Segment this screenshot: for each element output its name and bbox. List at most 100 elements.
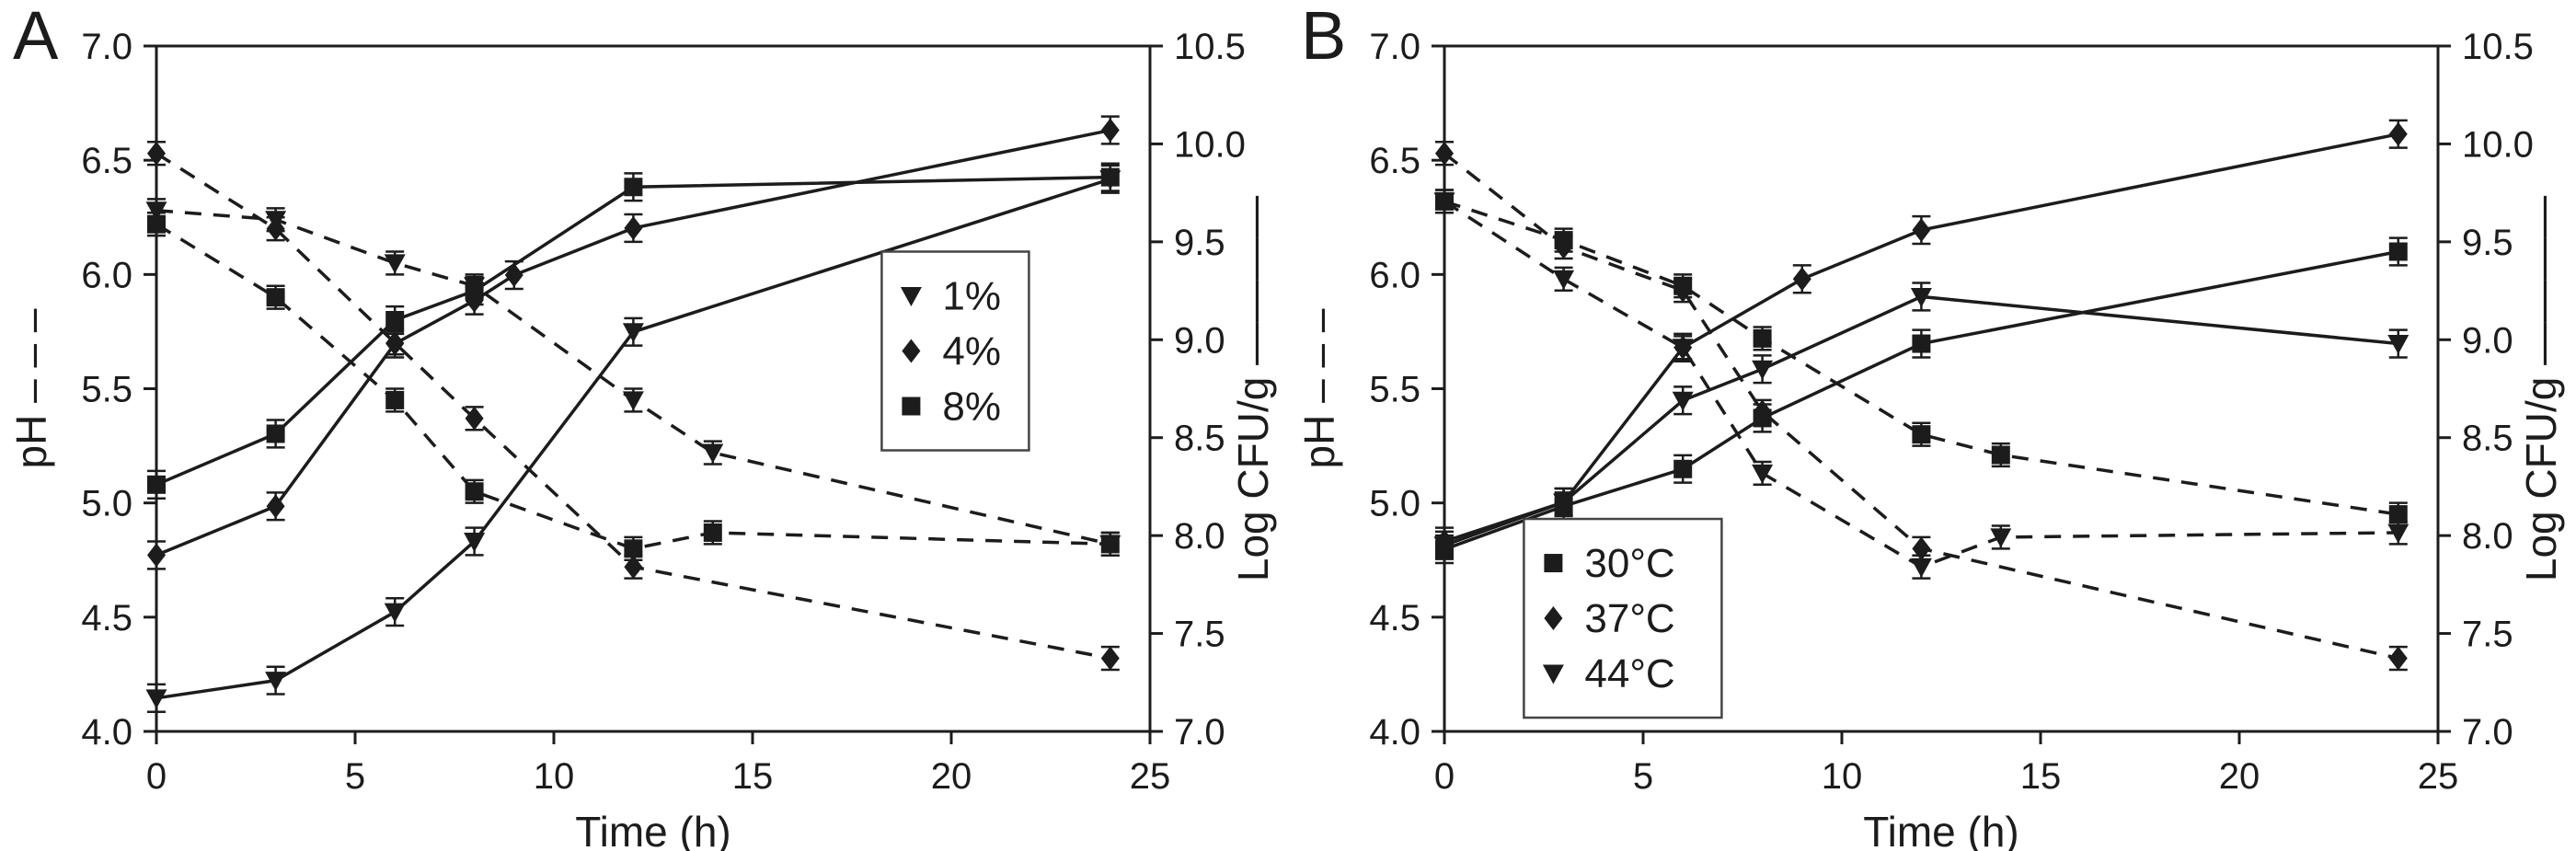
axis-text: 7.0 bbox=[1369, 27, 1420, 67]
series-line bbox=[155, 152, 1111, 661]
triangle-down-marker bbox=[1542, 664, 1564, 684]
diamond-marker bbox=[1544, 606, 1563, 631]
diamond-marker bbox=[1673, 335, 1693, 360]
axis-text: 25 bbox=[1130, 756, 1171, 797]
triangle-down-marker bbox=[2387, 335, 2409, 355]
triangle-down-marker bbox=[1433, 536, 1455, 557]
square-marker bbox=[266, 288, 285, 307]
axis-text: 20 bbox=[2219, 756, 2260, 797]
y-axis-right: 7.0 7.5 8.0 8.5 9.0 9.5 10.0 10.5 Log CFU/g ———— bbox=[2438, 27, 2565, 753]
diamond-marker bbox=[2388, 121, 2408, 146]
diamond-marker bbox=[1100, 118, 1120, 143]
triangle-down-marker bbox=[622, 391, 644, 411]
axis-text: 9.5 bbox=[1174, 223, 1225, 263]
diamond-marker bbox=[385, 331, 405, 356]
axis-text: 7.5 bbox=[1174, 615, 1225, 655]
diamond-marker bbox=[902, 339, 921, 363]
series-log-cfu-g-4 bbox=[147, 115, 1120, 570]
square-marker bbox=[703, 523, 722, 542]
square-marker bbox=[1753, 408, 1772, 428]
axis-text: 7.5 bbox=[2462, 615, 2513, 655]
triangle-down-marker bbox=[145, 689, 167, 709]
series-line bbox=[1443, 249, 2399, 551]
axis-text: 25 bbox=[2418, 756, 2459, 797]
square-marker bbox=[266, 424, 285, 443]
legend-label: 30°C bbox=[1584, 541, 1674, 586]
series-line bbox=[1443, 152, 2399, 661]
diamond-marker bbox=[1100, 646, 1120, 671]
axis-text: 5 bbox=[1633, 756, 1653, 797]
axis-text: Time (h) bbox=[1863, 808, 2019, 851]
triangle-down-marker bbox=[622, 323, 644, 343]
legend-label: 37°C bbox=[1584, 596, 1674, 641]
axis-text: pH – – – bbox=[7, 308, 55, 468]
triangle-down-marker bbox=[265, 672, 287, 692]
panel-a-label: A bbox=[13, 0, 59, 74]
axis-text: 4.5 bbox=[1369, 598, 1420, 638]
axis-text: 6.5 bbox=[81, 141, 132, 181]
legend-label: 4% bbox=[942, 329, 1001, 374]
square-marker bbox=[624, 178, 643, 197]
triangle-down-marker bbox=[384, 254, 406, 274]
axis-text: 15 bbox=[732, 756, 774, 797]
square-marker bbox=[2388, 242, 2408, 261]
axis-text: 8.5 bbox=[1174, 419, 1225, 459]
y-axis-left: 4.0 4.5 5.0 5.5 6.0 6.5 7.0 pH – – – bbox=[7, 27, 156, 753]
axis-text: 7.0 bbox=[81, 27, 132, 67]
diamond-marker bbox=[1912, 218, 1931, 243]
series-log-cfu-g-8 bbox=[147, 162, 1120, 500]
square-marker bbox=[1544, 554, 1563, 573]
diamond-marker bbox=[1554, 235, 1573, 259]
diamond-marker bbox=[266, 494, 285, 519]
square-marker bbox=[147, 475, 166, 494]
square-marker bbox=[1100, 167, 1120, 187]
axis-text: 4.5 bbox=[81, 598, 132, 638]
axis-text: 6.0 bbox=[1369, 255, 1420, 295]
panel-b-svg: 0 5 10 15 20 25 Time (h) 4.0 4.5 5.0 5.5 6.0 6.5 7.0 p… bbox=[1295, 27, 2565, 851]
triangle-down-marker bbox=[1752, 464, 1774, 484]
panel-a-svg: 0 5 10 15 20 25 Time (h) 4.0 4.5 5.0 5.5 6.0 6.5 7.0 p… bbox=[7, 27, 1277, 851]
series-line bbox=[155, 178, 1111, 700]
diamond-marker bbox=[1673, 278, 1693, 303]
y-axis-right: 7.0 7.5 8.0 8.5 9.0 9.5 10.0 10.5 Log CFU/g ———— bbox=[1150, 27, 1277, 753]
axis-text: 6.5 bbox=[1369, 141, 1420, 181]
diamond-marker bbox=[2388, 646, 2408, 671]
square-marker bbox=[1673, 459, 1693, 478]
axis-text: 5.5 bbox=[81, 370, 132, 410]
square-marker bbox=[902, 397, 921, 416]
axis-text: Time (h) bbox=[575, 808, 731, 851]
diamond-marker bbox=[465, 406, 484, 431]
axis-text: pH – – – bbox=[1295, 308, 1343, 468]
diamond-marker bbox=[147, 543, 166, 568]
axis-text: 10.5 bbox=[1174, 27, 1246, 67]
axis-text: 5.5 bbox=[1369, 370, 1420, 410]
diamond-marker bbox=[1792, 267, 1811, 292]
series-log-cfu-g-44c bbox=[1433, 282, 2409, 560]
square-marker bbox=[385, 390, 405, 409]
legend-label: 8% bbox=[942, 385, 1001, 430]
triangle-down-marker bbox=[1910, 287, 1932, 307]
square-marker bbox=[1100, 535, 1120, 554]
triangle-down-marker bbox=[702, 443, 724, 464]
square-marker bbox=[624, 539, 643, 558]
axis-text: 10 bbox=[1822, 756, 1863, 797]
legend-label: 1% bbox=[942, 274, 1001, 319]
axis-text: Log CFU/g ———— bbox=[1229, 196, 1277, 581]
square-marker bbox=[1991, 445, 2010, 465]
axis-text: 9.0 bbox=[1174, 320, 1225, 361]
axis-text: 7.0 bbox=[1174, 712, 1225, 753]
axis-text: 5 bbox=[345, 756, 365, 797]
triangle-down-marker bbox=[145, 201, 167, 222]
axis-text: 4.0 bbox=[81, 712, 132, 753]
axis-text: 4.0 bbox=[1369, 712, 1420, 753]
axis-text: 5.0 bbox=[1369, 484, 1420, 524]
axis-text: 10.5 bbox=[2462, 27, 2534, 67]
triangle-down-marker bbox=[464, 533, 486, 553]
panel-a: A 0 5 10 15 20 25 Time (h) 4.0 4.5 5.0 5.5 6.0 6.5 7.… bbox=[7, 0, 1277, 851]
axis-text: 8.5 bbox=[2462, 419, 2513, 459]
axis-text: 0 bbox=[1434, 756, 1455, 797]
triangle-down-marker bbox=[2387, 523, 2409, 544]
triangle-down-marker bbox=[384, 603, 406, 623]
diamond-marker bbox=[624, 215, 643, 240]
square-marker bbox=[147, 214, 166, 234]
